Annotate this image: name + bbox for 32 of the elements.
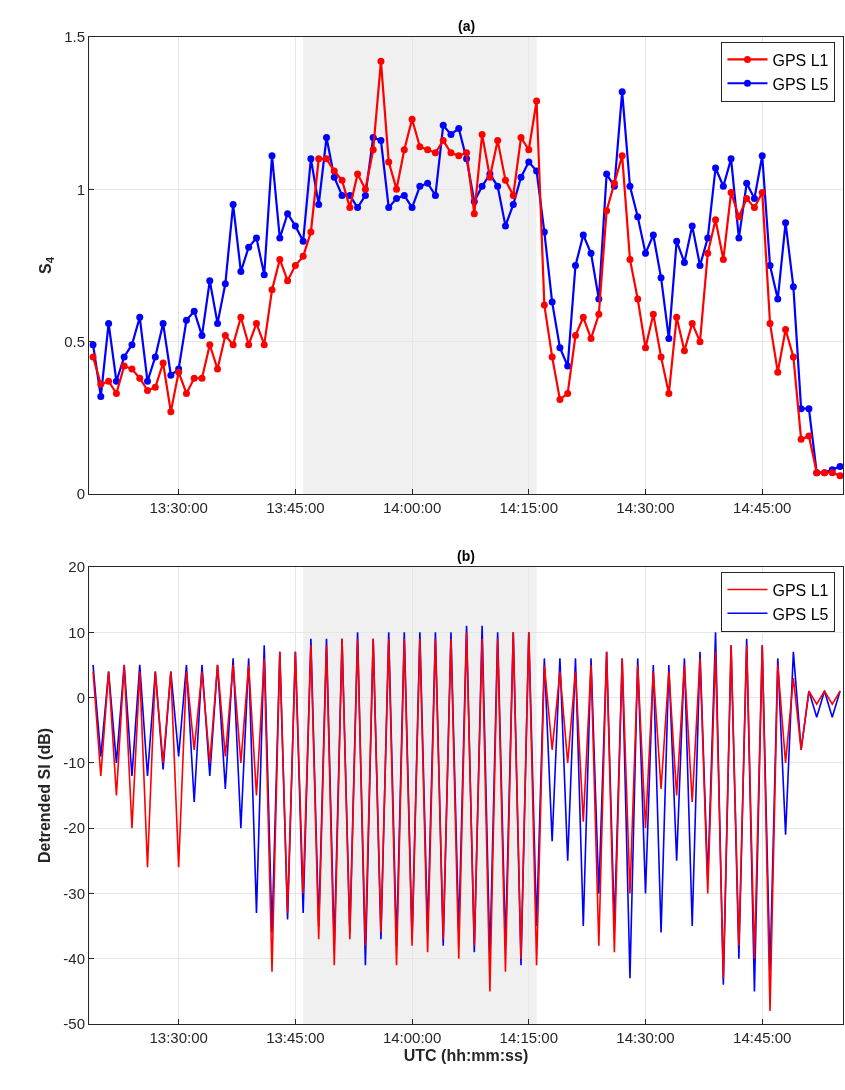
y-tick-label: 1 (76, 180, 85, 198)
y-tick-label: 10 (68, 623, 85, 641)
y-tick-label: 1.5 (64, 28, 85, 46)
x-tick-label: 14:30:00 (616, 499, 675, 516)
y-tick-label: -10 (63, 754, 85, 772)
x-tick-label: 14:15:00 (499, 499, 558, 516)
y-tick-label: 0.5 (64, 332, 85, 350)
y-tick-label: -40 (63, 949, 85, 967)
y-axis-title: Detrended SI (dB) (36, 727, 54, 864)
x-tick-label: 13:45:00 (266, 499, 325, 516)
legend-label: GPS L1 (772, 51, 829, 69)
y-tick-label: 0 (76, 688, 85, 706)
x-tick-label: 14:45:00 (733, 1029, 792, 1046)
x-tick-label: 14:00:00 (382, 499, 442, 516)
y-tick-label: 20 (68, 558, 85, 576)
x-tick-label: 13:30:00 (149, 1029, 208, 1046)
legend-label: GPS L5 (772, 605, 829, 623)
y-tick-label: -50 (63, 1015, 85, 1033)
x-tick-label: 14:15:00 (499, 1029, 558, 1046)
x-axis-title: UTC (hh:mm:ss) (403, 1046, 529, 1064)
legend-label: GPS L1 (772, 581, 829, 599)
x-tick-label: 14:45:00 (733, 499, 792, 516)
chart-title: (b) (457, 548, 475, 564)
chart-title: (a) (458, 18, 476, 34)
legend-label: GPS L5 (772, 75, 829, 93)
y-tick-label: 0 (76, 485, 85, 503)
y-tick-label: -20 (63, 819, 85, 837)
x-tick-label: 14:00:00 (382, 1029, 442, 1046)
x-tick-label: 13:30:00 (149, 499, 208, 516)
x-tick-label: 13:45:00 (266, 1029, 325, 1046)
x-tick-label: 14:30:00 (616, 1029, 675, 1046)
y-tick-label: -30 (63, 884, 85, 902)
